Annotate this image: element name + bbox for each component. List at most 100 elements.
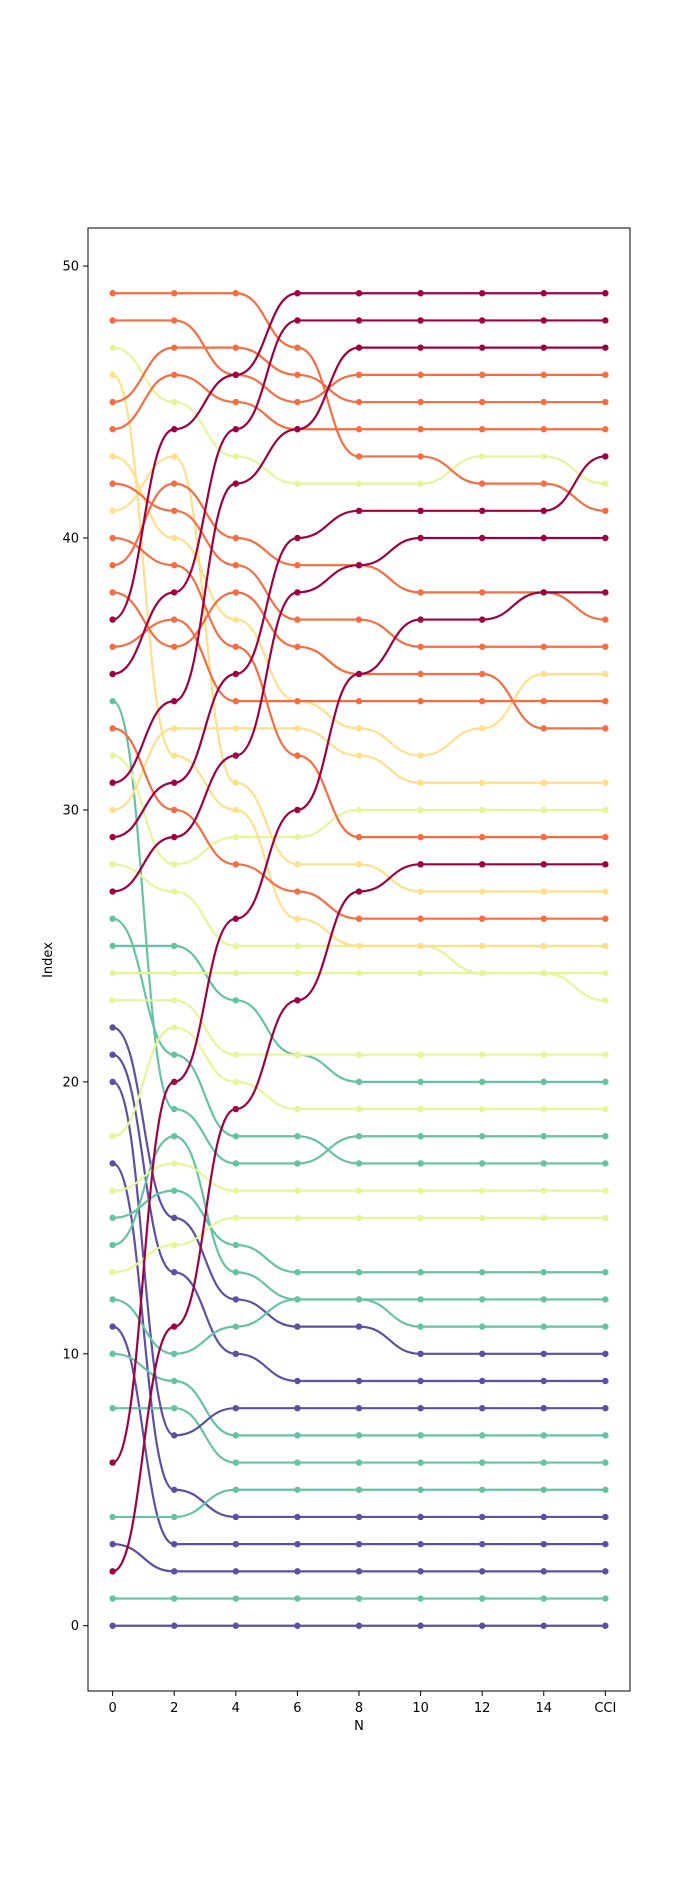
- data-point: [540, 670, 547, 678]
- data-point: [171, 1133, 178, 1140]
- series-line-10: [112, 1053, 606, 1383]
- data-point: [540, 371, 547, 379]
- data-point: [478, 290, 486, 297]
- x-axis-ticks: 0 2 4 6 8 10 12 14 CCI: [108, 1691, 616, 1716]
- data-point: [109, 1350, 116, 1358]
- data-point: [171, 1622, 178, 1629]
- data-point: [602, 1404, 609, 1412]
- data-point: [417, 969, 424, 977]
- data-point: [540, 480, 547, 487]
- data-point: [602, 997, 609, 1004]
- data-point: [232, 371, 240, 379]
- data-point: [602, 589, 609, 596]
- data-point: [540, 1622, 547, 1629]
- data-point: [171, 1024, 178, 1031]
- data-point: [294, 1459, 301, 1466]
- data-point: [478, 1051, 486, 1058]
- data-point: [171, 1214, 178, 1222]
- data-point: [294, 398, 301, 406]
- data-point: [109, 997, 116, 1004]
- data-point: [478, 833, 486, 841]
- data-point: [417, 1432, 424, 1439]
- series-line-6: [112, 1488, 606, 1519]
- data-point: [109, 1622, 116, 1629]
- series-line-36: [112, 373, 606, 431]
- data-point: [171, 1269, 178, 1276]
- data-point: [417, 1595, 424, 1602]
- data-point: [171, 1323, 178, 1330]
- data-point: [355, 833, 363, 841]
- data-point: [171, 806, 178, 814]
- data-point: [171, 779, 178, 786]
- data-point: [232, 643, 240, 650]
- y-tick-label: 30: [62, 803, 79, 818]
- data-point: [478, 779, 486, 786]
- data-point: [417, 1187, 424, 1194]
- series-line-27: [112, 455, 606, 893]
- data-point: [171, 1105, 178, 1113]
- data-point: [602, 1459, 609, 1466]
- data-point: [355, 969, 363, 977]
- y-tick-label: 40: [62, 532, 79, 547]
- y-tick-label: 50: [62, 260, 79, 275]
- series-line-35: [112, 482, 606, 648]
- data-point: [540, 1051, 547, 1058]
- data-point: [478, 915, 486, 922]
- series-line-11: [112, 1026, 606, 1355]
- y-tick-label: 20: [62, 1075, 79, 1090]
- data-point: [294, 317, 301, 324]
- data-point: [602, 1486, 609, 1493]
- data-point: [109, 1241, 116, 1249]
- data-point: [109, 1296, 116, 1303]
- data-point: [171, 725, 178, 732]
- x-tick-label: 0: [108, 1701, 116, 1716]
- data-point: [109, 426, 116, 433]
- data-point: [355, 317, 363, 324]
- data-point: [602, 969, 609, 977]
- data-point: [171, 507, 178, 515]
- data-point: [540, 317, 547, 324]
- data-point: [417, 779, 424, 786]
- data-point: [294, 562, 301, 569]
- data-point: [109, 480, 116, 487]
- data-point: [109, 344, 116, 351]
- data-point: [417, 915, 424, 922]
- data-point: [294, 290, 301, 297]
- data-point: [602, 1105, 609, 1113]
- data-point: [478, 1187, 486, 1194]
- data-point: [109, 969, 116, 977]
- data-point: [171, 969, 178, 977]
- data-point: [540, 833, 547, 841]
- series-line-46: [112, 292, 606, 621]
- data-point: [294, 1513, 301, 1521]
- x-tick-label: 12: [474, 1701, 491, 1716]
- data-point: [355, 562, 363, 569]
- data-point: [478, 861, 486, 868]
- data-point: [294, 616, 301, 623]
- data-point: [171, 398, 178, 406]
- data-point: [602, 697, 609, 705]
- data-point: [355, 1404, 363, 1412]
- data-point: [602, 1214, 609, 1222]
- data-point: [417, 1051, 424, 1058]
- data-point: [417, 1377, 424, 1385]
- data-point: [294, 1105, 301, 1113]
- data-point: [417, 1540, 424, 1548]
- data-point: [417, 1214, 424, 1222]
- data-point: [417, 833, 424, 841]
- data-point: [171, 643, 178, 650]
- data-point: [355, 861, 363, 868]
- data-point: [355, 453, 363, 460]
- data-point: [478, 888, 486, 895]
- data-point: [478, 1269, 486, 1276]
- data-point: [417, 1269, 424, 1276]
- data-point: [417, 480, 424, 487]
- data-point: [540, 1595, 547, 1602]
- data-point: [478, 969, 486, 977]
- data-point: [109, 453, 116, 460]
- data-point: [171, 1595, 178, 1602]
- data-point: [355, 1187, 363, 1194]
- data-point: [540, 1486, 547, 1493]
- data-point: [602, 1513, 609, 1521]
- data-point: [171, 1568, 178, 1575]
